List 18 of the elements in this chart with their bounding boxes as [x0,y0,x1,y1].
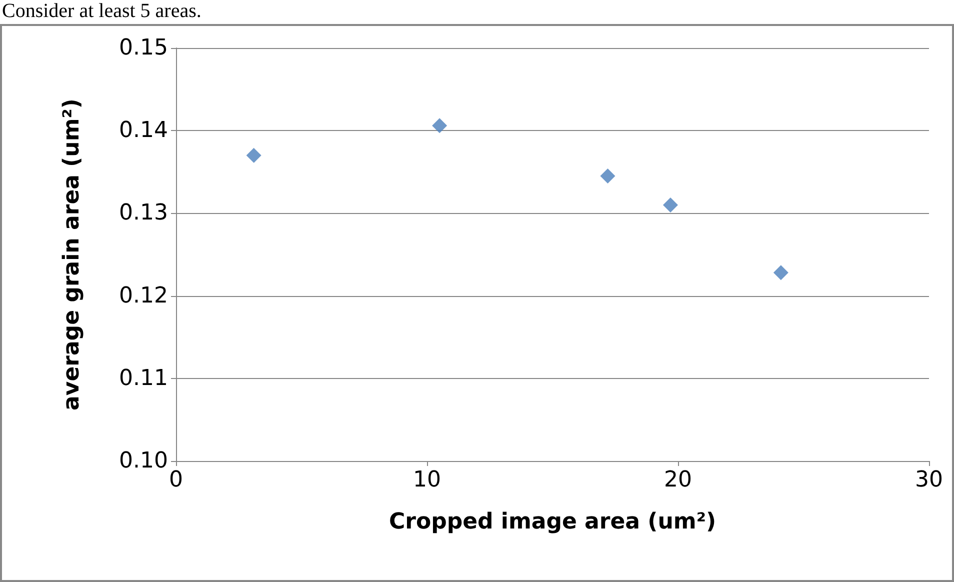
y-tick-label: 0.15 [119,36,168,60]
y-axis-title: average grain area (um²) [60,98,84,410]
x-tick-label: 0 [169,468,183,492]
text: Consider at least 5 areas. [2,0,202,23]
point [432,118,448,134]
point [246,148,262,163]
x-tick-label: 20 [664,468,692,492]
y-tick-label: 0.10 [119,448,168,474]
point [773,265,788,280]
y-tick-label: 0.11 [119,366,168,391]
y-tick-label: 0.12 [119,283,168,308]
x-tick-label: 30 [915,468,943,492]
y-tick-label: 0.13 [119,200,168,226]
point [662,197,678,212]
x-tick-label: 10 [413,468,441,492]
point [600,168,616,184]
x-axis-title: Cropped image area (um²) [388,510,716,534]
y-tick-label: 0.14 [119,118,168,144]
